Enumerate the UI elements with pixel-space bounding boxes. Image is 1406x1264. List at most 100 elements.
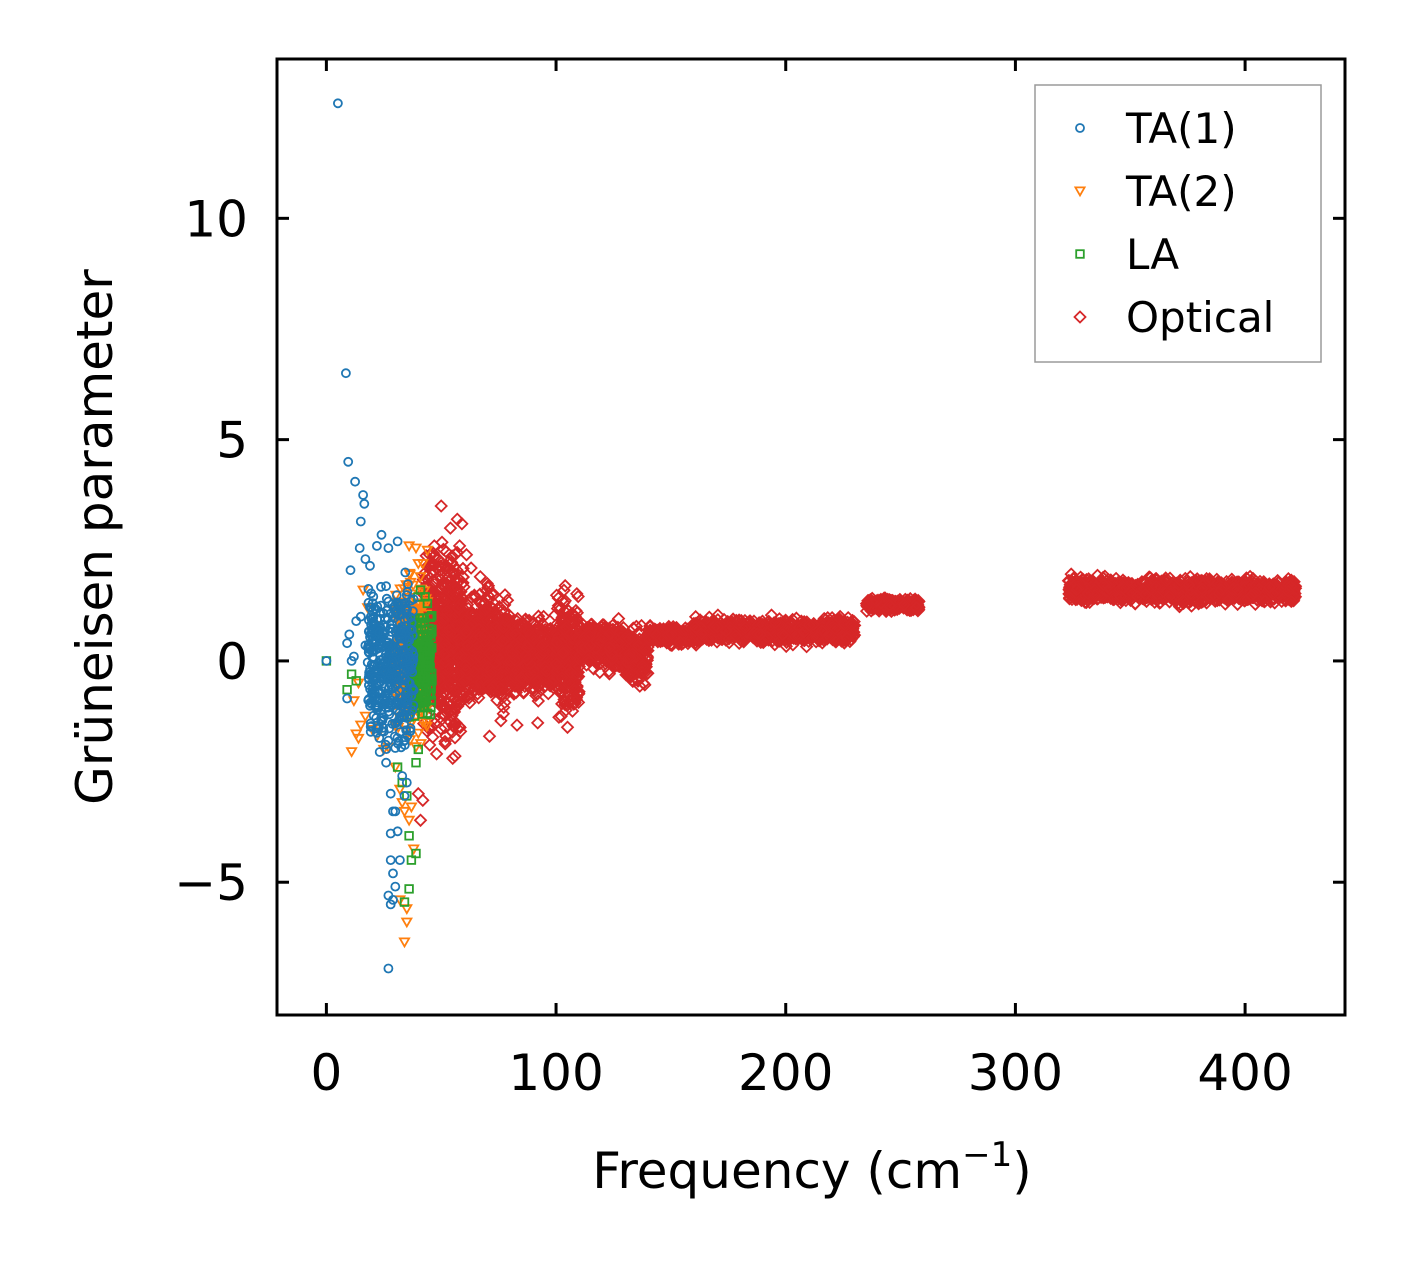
data-point	[561, 604, 576, 618]
data-point	[432, 634, 447, 649]
data-point	[471, 690, 486, 705]
data-point	[1101, 579, 1116, 593]
data-point	[629, 619, 644, 634]
data-point	[688, 620, 702, 634]
data-point	[673, 635, 687, 649]
data-point	[590, 651, 604, 666]
data-point	[484, 662, 498, 676]
data-point	[756, 635, 771, 650]
data-point	[552, 657, 567, 671]
data-point	[421, 572, 435, 587]
data-point	[623, 651, 638, 665]
data-point	[570, 587, 584, 601]
data-point	[448, 547, 463, 562]
data-point	[812, 633, 826, 648]
data-point	[529, 688, 543, 703]
data-point	[834, 634, 849, 648]
data-point	[626, 630, 640, 644]
data-point	[531, 673, 546, 688]
data-point	[483, 682, 497, 697]
data-point	[439, 647, 453, 661]
data-point	[464, 618, 479, 632]
data-point	[589, 641, 603, 655]
data-point	[435, 535, 449, 550]
data-point	[558, 674, 573, 689]
data-point	[498, 588, 512, 602]
data-point	[539, 664, 553, 679]
data-point	[482, 652, 496, 667]
data-point	[626, 674, 640, 689]
data-point	[520, 653, 534, 667]
data-point	[426, 558, 441, 572]
data-point	[438, 737, 452, 751]
data-point	[637, 642, 652, 657]
data-point	[473, 650, 487, 665]
data-point	[459, 630, 473, 645]
data-point	[433, 572, 448, 586]
data-point	[706, 620, 721, 634]
data-point	[775, 627, 790, 642]
data-point	[581, 653, 595, 667]
data-point	[482, 633, 496, 648]
data-point	[434, 616, 448, 630]
data-point	[753, 627, 768, 642]
data-point	[552, 710, 566, 724]
data-point	[790, 628, 804, 642]
data-point	[817, 624, 832, 638]
data-point	[593, 665, 607, 680]
data-point	[417, 567, 431, 581]
data-point	[719, 624, 733, 638]
data-point	[505, 647, 520, 661]
data-point	[583, 639, 597, 653]
data-point	[732, 613, 746, 627]
data-point	[582, 629, 597, 643]
data-point	[622, 632, 637, 646]
data-point	[909, 600, 924, 615]
data-point	[611, 611, 626, 626]
series-optical	[411, 499, 1303, 828]
data-point	[485, 680, 500, 694]
data-point	[441, 623, 456, 638]
data-point	[1096, 577, 1111, 592]
data-point	[768, 615, 783, 630]
data-point	[458, 613, 472, 628]
data-point	[442, 678, 457, 693]
data-point	[451, 689, 466, 703]
data-point	[555, 697, 569, 711]
data-point	[450, 699, 465, 713]
data-point	[533, 648, 548, 663]
data-point	[530, 653, 545, 667]
data-point	[602, 627, 617, 641]
data-point	[527, 684, 541, 698]
data-point	[562, 676, 577, 690]
data-point	[694, 626, 708, 641]
data-point	[527, 637, 541, 651]
data-point	[578, 640, 593, 655]
data-point	[536, 637, 550, 652]
data-point	[467, 590, 482, 604]
data-point	[457, 673, 472, 688]
data-point	[1074, 583, 1089, 597]
data-point	[728, 629, 743, 643]
data-point	[710, 620, 725, 634]
data-point	[520, 640, 535, 655]
data-point	[869, 594, 884, 608]
data-point	[433, 559, 448, 574]
data-point	[622, 671, 637, 685]
data-point	[514, 671, 528, 685]
data-point	[450, 618, 464, 632]
data-point	[635, 659, 650, 673]
data-point	[897, 598, 911, 612]
data-point	[571, 589, 585, 604]
data-point	[451, 601, 465, 615]
data-point	[760, 630, 775, 644]
data-point	[555, 670, 569, 685]
data-point	[558, 605, 573, 619]
data-point	[491, 608, 506, 622]
data-point	[477, 634, 492, 649]
data-point	[440, 696, 454, 711]
data-point	[571, 687, 586, 701]
data-point	[433, 581, 448, 596]
data-point	[494, 688, 508, 703]
data-point	[484, 648, 499, 662]
